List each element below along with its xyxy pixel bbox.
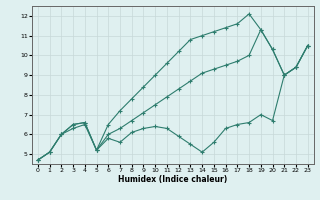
X-axis label: Humidex (Indice chaleur): Humidex (Indice chaleur) (118, 175, 228, 184)
